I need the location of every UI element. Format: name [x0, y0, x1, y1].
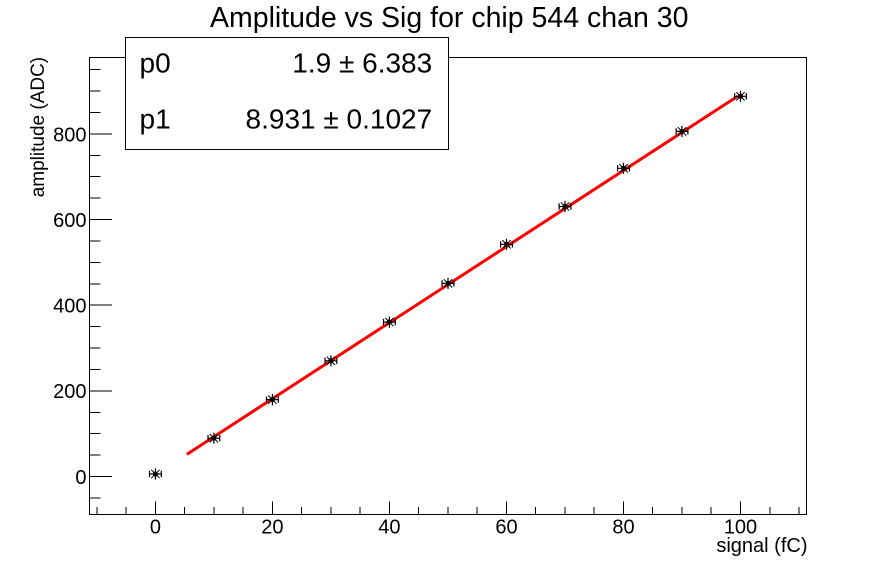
svg-text:0: 0 — [150, 517, 161, 539]
svg-text:200: 200 — [53, 381, 86, 403]
svg-text:400: 400 — [53, 296, 86, 318]
svg-text:amplitude (ADC): amplitude (ADC) — [28, 57, 49, 197]
svg-text:1.9 ± 6.383: 1.9 ± 6.383 — [292, 48, 432, 79]
svg-text:p1: p1 — [140, 104, 171, 135]
svg-text:100: 100 — [724, 517, 757, 539]
svg-text:800: 800 — [53, 124, 86, 146]
svg-text:Amplitude vs Sig for chip 544: Amplitude vs Sig for chip 544 chan 30 — [210, 2, 688, 34]
svg-text:600: 600 — [53, 210, 86, 232]
svg-text:20: 20 — [261, 517, 283, 539]
svg-text:40: 40 — [378, 517, 400, 539]
svg-text:8.931 ± 0.1027: 8.931 ± 0.1027 — [246, 104, 433, 135]
svg-text:signal (fC): signal (fC) — [716, 535, 807, 557]
svg-text:p0: p0 — [140, 48, 171, 79]
svg-text:0: 0 — [75, 467, 86, 489]
svg-text:60: 60 — [495, 517, 517, 539]
svg-text:80: 80 — [612, 517, 634, 539]
